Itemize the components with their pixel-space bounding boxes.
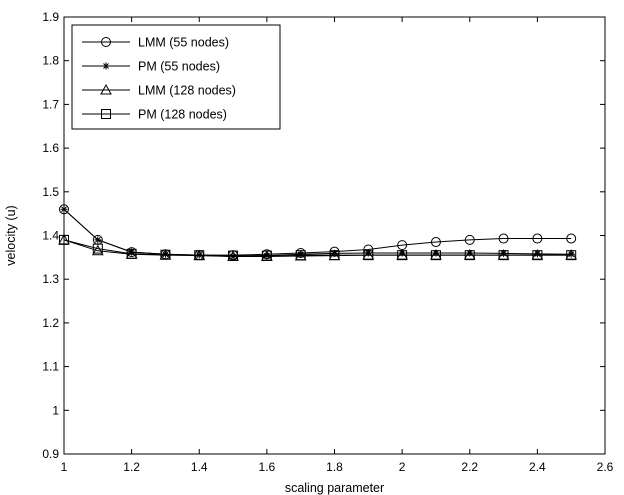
legend-item: PM (55 nodes) <box>82 60 220 74</box>
legend-label: LMM (55 nodes) <box>138 36 229 50</box>
y-tick-label: 1.5 <box>42 185 59 199</box>
data-point-square <box>126 248 137 259</box>
x-tick-label: 1.8 <box>326 460 343 474</box>
data-point-square <box>228 250 239 261</box>
y-tick-label: 1 <box>52 403 59 417</box>
legend-box <box>71 24 281 130</box>
y-tick-label: 1.8 <box>42 54 59 68</box>
x-tick-label: 2.2 <box>461 460 478 474</box>
data-point-star <box>466 249 474 257</box>
y-tick-label: 1.6 <box>42 141 59 155</box>
data-point-triangle <box>91 244 104 256</box>
data-point-square <box>194 250 205 261</box>
axis-ticks: 1 1.2 1.4 1.6 1.8 2 2.2 2.4 2.60.911.11.21.31.41… <box>42 10 613 474</box>
y-tick-label: 1.9 <box>42 10 59 24</box>
data-point-square <box>532 250 543 261</box>
legend-label: PM (128 nodes) <box>138 108 227 122</box>
data-point-square <box>261 250 272 261</box>
data-point-square <box>464 250 475 261</box>
data-point-star <box>500 249 508 257</box>
data-point-star <box>567 250 575 258</box>
series-line <box>63 208 572 257</box>
data-point-star <box>60 205 68 213</box>
y-tick-label: 1.7 <box>42 97 59 111</box>
data-point-circle <box>430 237 441 248</box>
data-point-star <box>128 248 136 256</box>
x-tick-label: 2 <box>399 460 406 474</box>
data-point-circle <box>59 204 69 215</box>
data-point-square <box>59 234 69 245</box>
data-point-star <box>533 250 541 258</box>
legend-marker-triangle <box>100 83 112 95</box>
data-point-square <box>566 250 577 261</box>
data-point-star <box>297 250 305 258</box>
data-point-square <box>430 250 441 261</box>
data-point-square <box>498 250 509 261</box>
data-point-circle <box>498 233 509 244</box>
legend: LMM (55 nodes) PM (55 nodes) LMM (128 node… <box>71 24 281 130</box>
legend-marker-circle <box>101 37 111 47</box>
data-point-square <box>160 249 171 260</box>
legend-marker-star <box>102 62 110 70</box>
x-axis-label: scaling parameter <box>285 481 384 495</box>
data-point-square <box>329 250 340 261</box>
x-tick-label: 1.2 <box>123 460 140 474</box>
data-point-star <box>432 249 440 257</box>
data-point-square <box>295 250 306 261</box>
y-tick-label: 0.9 <box>42 447 59 461</box>
legend-label: LMM (128 nodes) <box>138 84 236 98</box>
y-axis-label: velocity (u) <box>4 205 18 265</box>
legend-marker-square <box>101 109 111 119</box>
legend-item: LMM (128 nodes) <box>82 84 236 98</box>
data-point-circle <box>566 233 577 244</box>
series-line <box>63 239 572 257</box>
legend-item: LMM (55 nodes) <box>82 36 229 50</box>
data-point-star <box>94 236 102 244</box>
data-point-square <box>363 250 374 261</box>
series-square <box>59 234 577 261</box>
data-point-circle <box>532 233 543 244</box>
y-tick-label: 1.1 <box>42 360 59 374</box>
x-tick-label: 1.4 <box>191 460 208 474</box>
data-point-square <box>397 250 408 261</box>
data-point-star <box>331 249 338 257</box>
data-point-circle <box>464 234 475 245</box>
legend-label: PM (55 nodes) <box>138 60 220 74</box>
y-tick-label: 1.3 <box>42 272 59 286</box>
y-tick-label: 1.2 <box>42 316 59 330</box>
series-layer <box>58 204 578 261</box>
legend-item: PM (128 nodes) <box>82 108 227 122</box>
x-tick-label: 2.4 <box>529 460 546 474</box>
x-tick-label: 1.6 <box>259 460 276 474</box>
data-point-star <box>398 249 406 257</box>
x-tick-label: 2.6 <box>597 460 614 474</box>
x-tick-label: 1 <box>61 460 68 474</box>
data-point-square <box>92 243 103 254</box>
y-tick-label: 1.4 <box>42 229 59 243</box>
data-point-star <box>364 249 372 257</box>
